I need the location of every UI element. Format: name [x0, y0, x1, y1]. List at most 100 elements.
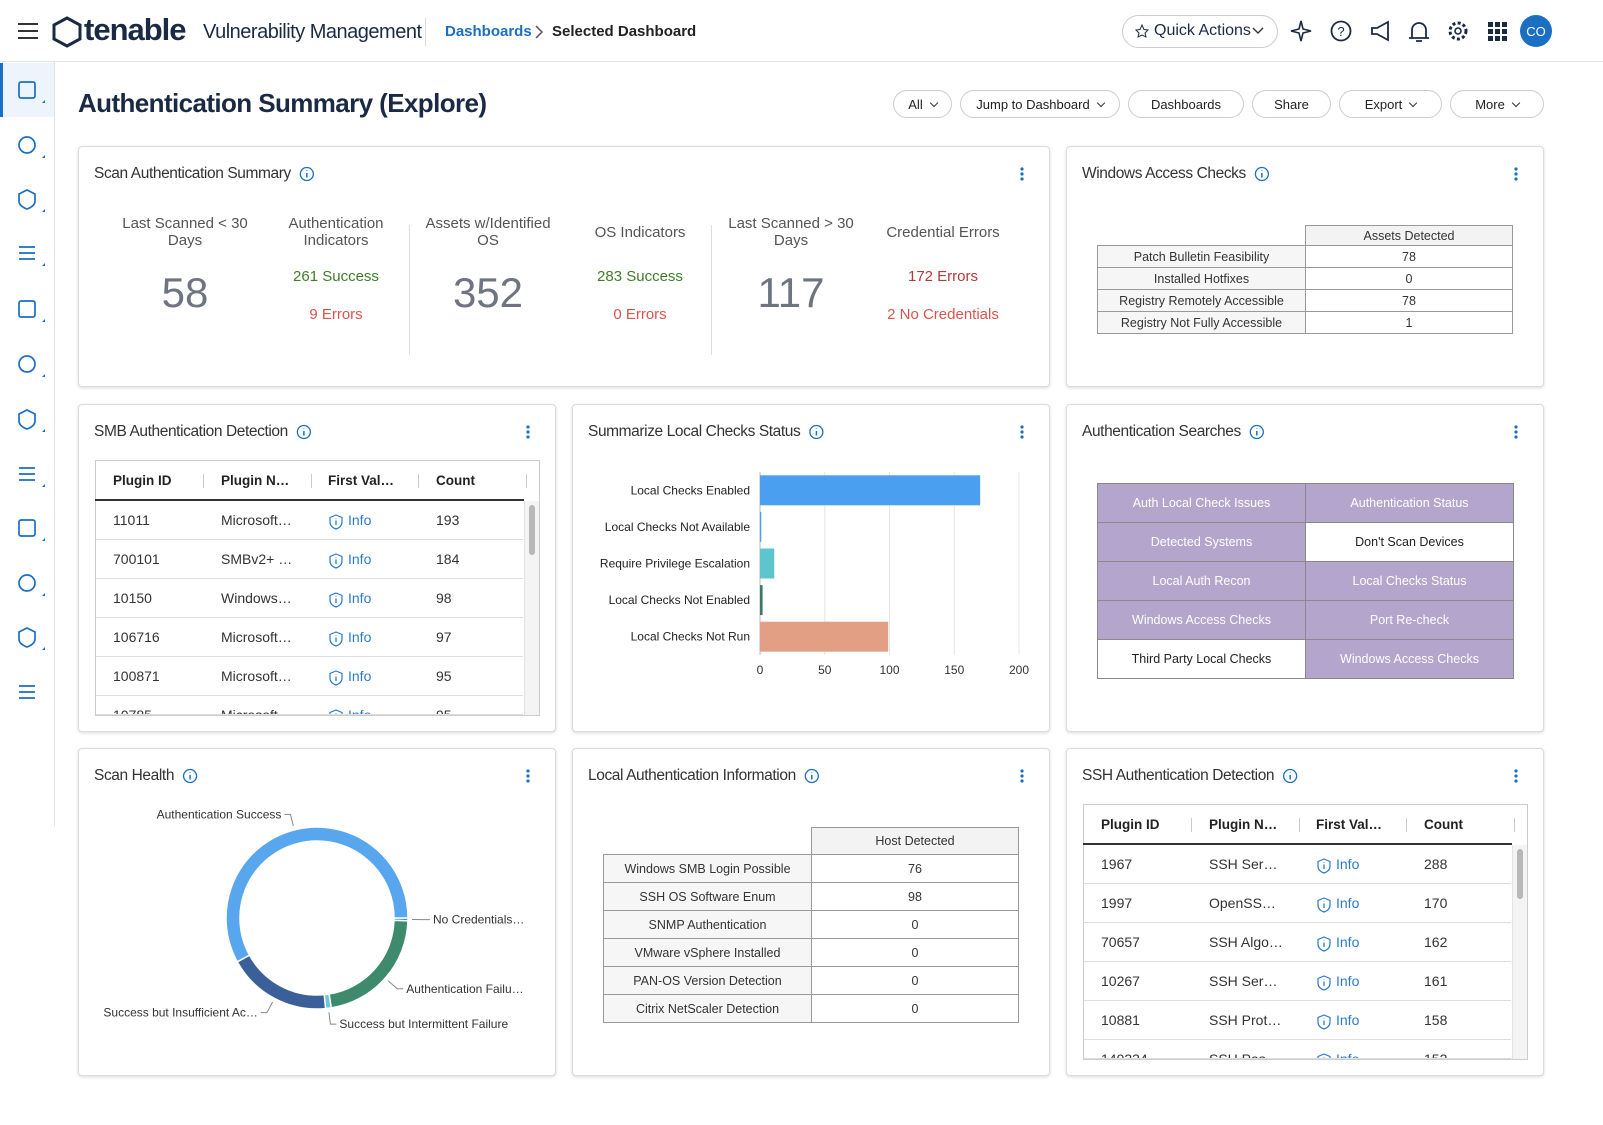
product: Vulnerability Management	[203, 21, 422, 43]
table-label: Windows SMB Login Possible	[603, 854, 812, 883]
top-bar	[0, 0, 1603, 62]
column-separator	[1299, 818, 1300, 832]
toolbar-button[interactable]: More	[1450, 90, 1544, 118]
info-link[interactable]: Info	[348, 629, 372, 645]
table-value: 78	[1305, 289, 1513, 312]
menu-icon[interactable]	[17, 22, 39, 40]
shield-icon	[329, 670, 343, 686]
chevron	[1096, 98, 1105, 107]
quick-actions[interactable]	[1122, 15, 1278, 48]
table-cell: 10267	[1101, 973, 1140, 989]
toolbar-button[interactable]: Dashboards	[1128, 90, 1244, 118]
table-row: 700101 SMBv2+ … Info 184	[96, 540, 523, 579]
info-link[interactable]: Info	[1336, 1012, 1360, 1028]
table-row: 106716 Microsoft… Info 97	[96, 618, 523, 657]
button-label[interactable]: All	[908, 96, 923, 112]
column-header: Count	[436, 473, 475, 488]
toolbar-button[interactable]: Share	[1252, 90, 1331, 118]
toolbar-button[interactable]: All	[893, 90, 952, 118]
chevron	[1511, 98, 1521, 107]
table-cell: 10881	[1101, 1012, 1140, 1028]
summary-label: Last Scanned < 30 Days	[122, 215, 248, 249]
search-link[interactable]: Authentication Status	[1305, 483, 1514, 523]
summary-label: Last Scanned > 30 Days	[728, 215, 854, 249]
table-label: Registry Remotely Accessible	[1097, 289, 1306, 312]
search-link[interactable]: Port Re-check	[1305, 600, 1514, 640]
info-link[interactable]: Info	[1336, 895, 1360, 911]
table-header: Assets Detected	[1305, 225, 1513, 246]
button-label[interactable]: Jump to Dashboard	[976, 96, 1090, 112]
info-link[interactable]: Info	[1336, 973, 1360, 989]
scrollbar	[1512, 845, 1527, 1059]
table-cell: 95	[436, 707, 452, 715]
info-link[interactable]: Info	[348, 512, 372, 528]
info-link[interactable]: Info	[348, 668, 372, 684]
table-row: 100871 Microsoft… Info 95	[96, 657, 523, 696]
summary-indicator: 0 Errors	[613, 305, 667, 323]
widget	[1066, 748, 1544, 1076]
toolbar-button[interactable]: Export	[1339, 90, 1442, 118]
table-value: 0	[811, 910, 1019, 939]
table-row: 10881 SSH Prot… Info 158	[1084, 1001, 1511, 1040]
info-link[interactable]: Info	[348, 707, 372, 715]
search-link[interactable]: Windows Access Checks	[1097, 600, 1306, 640]
table-row: 1997 OpenSS… Info 170	[1084, 884, 1511, 923]
table-header: Host Detected	[811, 827, 1019, 855]
widget-title: Summarize Local Checks Status	[588, 423, 801, 440]
table-label: PAN-OS Version Detection	[603, 966, 812, 995]
search-link[interactable]: Detected Systems	[1097, 522, 1306, 562]
table-cell: 152	[1424, 1051, 1448, 1059]
search-link[interactable]: Auth Local Check Issues	[1097, 483, 1306, 523]
table-value: 76	[811, 854, 1019, 883]
table-cell: 97	[436, 629, 452, 645]
table-cell: Microsoft…	[221, 668, 292, 684]
quick-actions-label[interactable]: Quick Actions	[1154, 22, 1251, 39]
table-cell: 11011	[113, 512, 150, 528]
table-cell: OpenSS…	[1209, 895, 1276, 911]
table-cell: 184	[436, 551, 460, 567]
breadcrumb-link[interactable]: Dashboards	[445, 23, 532, 40]
search-link[interactable]: Local Checks Status	[1305, 561, 1514, 601]
info-link[interactable]: Info	[1336, 1051, 1360, 1059]
table-label: Patch Bulletin Feasibility	[1097, 245, 1306, 268]
breadcrumb-chevron	[535, 25, 544, 39]
shield-icon	[329, 514, 343, 530]
divider	[409, 225, 410, 355]
sidebar-selected[interactable]	[0, 63, 54, 117]
table-cell: 10150	[113, 590, 152, 606]
page-title: Authentication Summary (Explore)	[78, 88, 487, 118]
header-icons[interactable]: ?	[1288, 18, 1510, 46]
info-link[interactable]: Info	[1336, 934, 1360, 950]
search-link[interactable]: Local Auth Recon	[1097, 561, 1306, 601]
table-row: 149334 SSH Pas… Info 152	[1084, 1040, 1511, 1059]
search-link[interactable]: Third Party Local Checks	[1097, 639, 1306, 679]
table-cell: 10785	[113, 707, 152, 715]
table-cell: SSH Ser…	[1209, 856, 1278, 872]
table-value: 0	[811, 994, 1019, 1023]
summary-label: Credential Errors	[886, 223, 1000, 241]
button-label[interactable]: Share	[1274, 96, 1309, 112]
widget-title: Authentication Searches	[1082, 423, 1241, 440]
info-link[interactable]: Info	[348, 551, 372, 567]
summary-indicator: 9 Errors	[309, 305, 363, 323]
avatar[interactable]: CO	[1520, 15, 1552, 47]
shield-icon	[329, 592, 343, 608]
table-label: Installed Hotfixes	[1097, 267, 1306, 290]
table-cell: 158	[1424, 1012, 1448, 1028]
search-link[interactable]: Don't Scan Devices	[1305, 522, 1514, 562]
search-link[interactable]: Windows Access Checks	[1305, 639, 1514, 679]
table-cell: 106716	[113, 629, 160, 645]
toolbar-button[interactable]: Jump to Dashboard	[960, 90, 1120, 118]
info-link[interactable]: Info	[1336, 856, 1360, 872]
shield-icon	[329, 709, 343, 714]
divider	[425, 18, 426, 46]
button-label[interactable]: Export	[1364, 96, 1403, 112]
table-value: 78	[1305, 245, 1513, 268]
table-cell: 1997	[1101, 895, 1133, 911]
info-link[interactable]: Info	[348, 590, 372, 606]
button-label[interactable]: More	[1475, 96, 1505, 112]
button-label[interactable]: Dashboards	[1150, 96, 1222, 112]
shield-icon	[1317, 936, 1331, 952]
summary-indicator: 261 Success	[293, 267, 379, 285]
